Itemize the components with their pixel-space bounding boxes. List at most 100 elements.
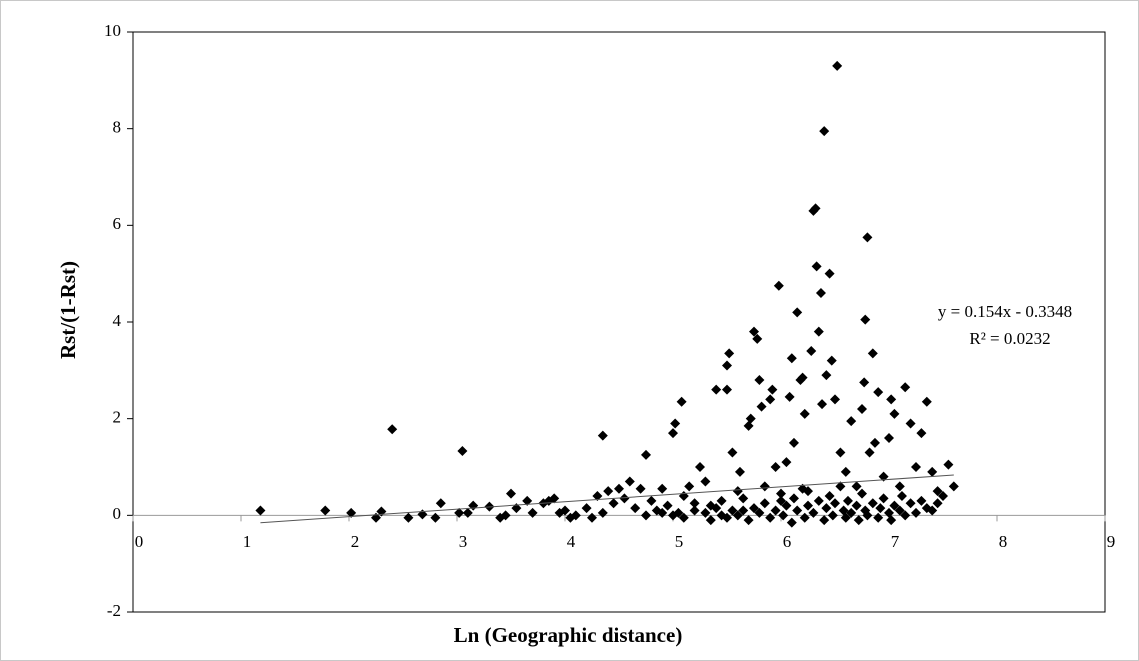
- point: [894, 505, 905, 516]
- x-axis-label: Ln (Geographic distance): [454, 623, 683, 647]
- point: [754, 375, 765, 385]
- point: [786, 517, 797, 528]
- point: [581, 503, 592, 514]
- point: [689, 505, 700, 516]
- point: [894, 481, 905, 492]
- point: [500, 510, 511, 521]
- point: [813, 495, 824, 506]
- point: [835, 447, 846, 458]
- point: [435, 498, 446, 509]
- point: [799, 408, 810, 419]
- point: [678, 512, 689, 523]
- point: [560, 505, 570, 516]
- point: [867, 498, 878, 509]
- point: [811, 261, 822, 272]
- point: [781, 500, 792, 511]
- point: [932, 486, 943, 497]
- point: [743, 420, 754, 431]
- point: [722, 384, 732, 395]
- point: [842, 495, 853, 506]
- point: [430, 512, 441, 523]
- point: [853, 515, 864, 526]
- point: [646, 495, 657, 506]
- point: [803, 500, 813, 511]
- point: [932, 498, 943, 509]
- point: [878, 493, 889, 504]
- point: [752, 333, 763, 344]
- point: [862, 232, 873, 243]
- point: [554, 507, 565, 518]
- y-tick-label: 0: [113, 504, 122, 523]
- point: [759, 498, 770, 509]
- point: [657, 507, 668, 518]
- point: [786, 353, 797, 364]
- point: [886, 394, 897, 405]
- x-tick-label: 9: [1107, 532, 1116, 551]
- x-tick-label: 1: [243, 532, 252, 551]
- point: [454, 507, 465, 518]
- x-tick-label: 8: [999, 532, 1008, 551]
- point: [597, 430, 608, 441]
- point: [403, 512, 414, 523]
- point: [749, 503, 759, 514]
- point: [896, 491, 907, 501]
- point: [689, 498, 700, 509]
- point: [884, 507, 894, 518]
- point: [457, 446, 468, 457]
- point: [670, 418, 681, 429]
- point: [738, 505, 749, 516]
- point: [943, 459, 954, 470]
- point: [806, 346, 817, 356]
- point: [900, 510, 911, 521]
- point: [838, 505, 849, 516]
- point: [614, 483, 624, 494]
- point: [711, 384, 722, 395]
- point: [592, 491, 603, 501]
- point: [832, 60, 843, 71]
- x-tick-label: 7: [891, 532, 900, 551]
- point: [619, 493, 630, 504]
- point: [603, 486, 614, 497]
- y-tick-label: 2: [113, 408, 122, 427]
- point: [765, 394, 776, 405]
- point: [255, 505, 266, 516]
- point: [587, 512, 597, 523]
- point: [884, 433, 894, 443]
- point: [765, 512, 776, 523]
- point: [864, 447, 875, 458]
- point: [792, 505, 803, 516]
- point: [808, 507, 819, 518]
- y-tick-label: 8: [113, 118, 122, 137]
- point: [873, 512, 884, 523]
- point: [821, 503, 832, 514]
- point: [727, 447, 738, 458]
- point: [916, 428, 927, 439]
- point: [608, 498, 619, 509]
- point: [756, 401, 767, 412]
- point: [770, 505, 781, 516]
- point: [857, 404, 867, 414]
- point: [700, 476, 711, 487]
- point: [722, 360, 732, 371]
- point: [810, 203, 821, 214]
- point: [869, 437, 880, 448]
- point: [734, 466, 745, 477]
- point: [911, 507, 921, 518]
- point: [826, 355, 837, 366]
- point: [738, 493, 749, 504]
- r-squared: R² = 0.0232: [969, 329, 1050, 348]
- point: [824, 491, 835, 501]
- point: [705, 515, 716, 526]
- point: [641, 510, 651, 521]
- point: [781, 457, 792, 468]
- point: [792, 307, 803, 318]
- point: [320, 505, 331, 516]
- point: [840, 512, 851, 523]
- point: [641, 449, 651, 460]
- point: [905, 418, 916, 429]
- point: [813, 326, 824, 337]
- point: [570, 510, 581, 521]
- point: [948, 481, 959, 492]
